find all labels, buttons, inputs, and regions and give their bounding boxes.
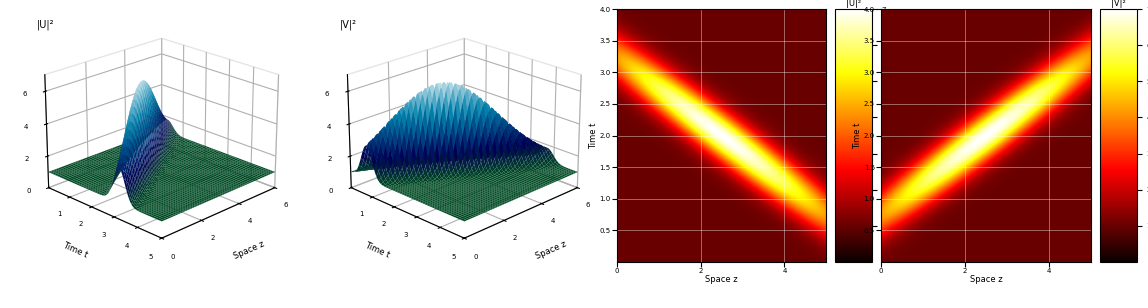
Y-axis label: Time t: Time t bbox=[853, 122, 862, 149]
X-axis label: Space z: Space z bbox=[705, 275, 738, 285]
X-axis label: Space z: Space z bbox=[535, 240, 568, 261]
X-axis label: Space z: Space z bbox=[970, 275, 1002, 285]
X-axis label: Space z: Space z bbox=[232, 240, 265, 261]
Text: |U|²: |U|² bbox=[37, 19, 55, 30]
Y-axis label: Time t: Time t bbox=[364, 241, 391, 260]
Y-axis label: Time t: Time t bbox=[61, 241, 88, 260]
Text: |V|²: |V|² bbox=[340, 19, 357, 30]
Title: |V|²: |V|² bbox=[1111, 0, 1125, 8]
Title: |U|²: |U|² bbox=[846, 0, 861, 8]
Y-axis label: Time t: Time t bbox=[589, 122, 598, 149]
